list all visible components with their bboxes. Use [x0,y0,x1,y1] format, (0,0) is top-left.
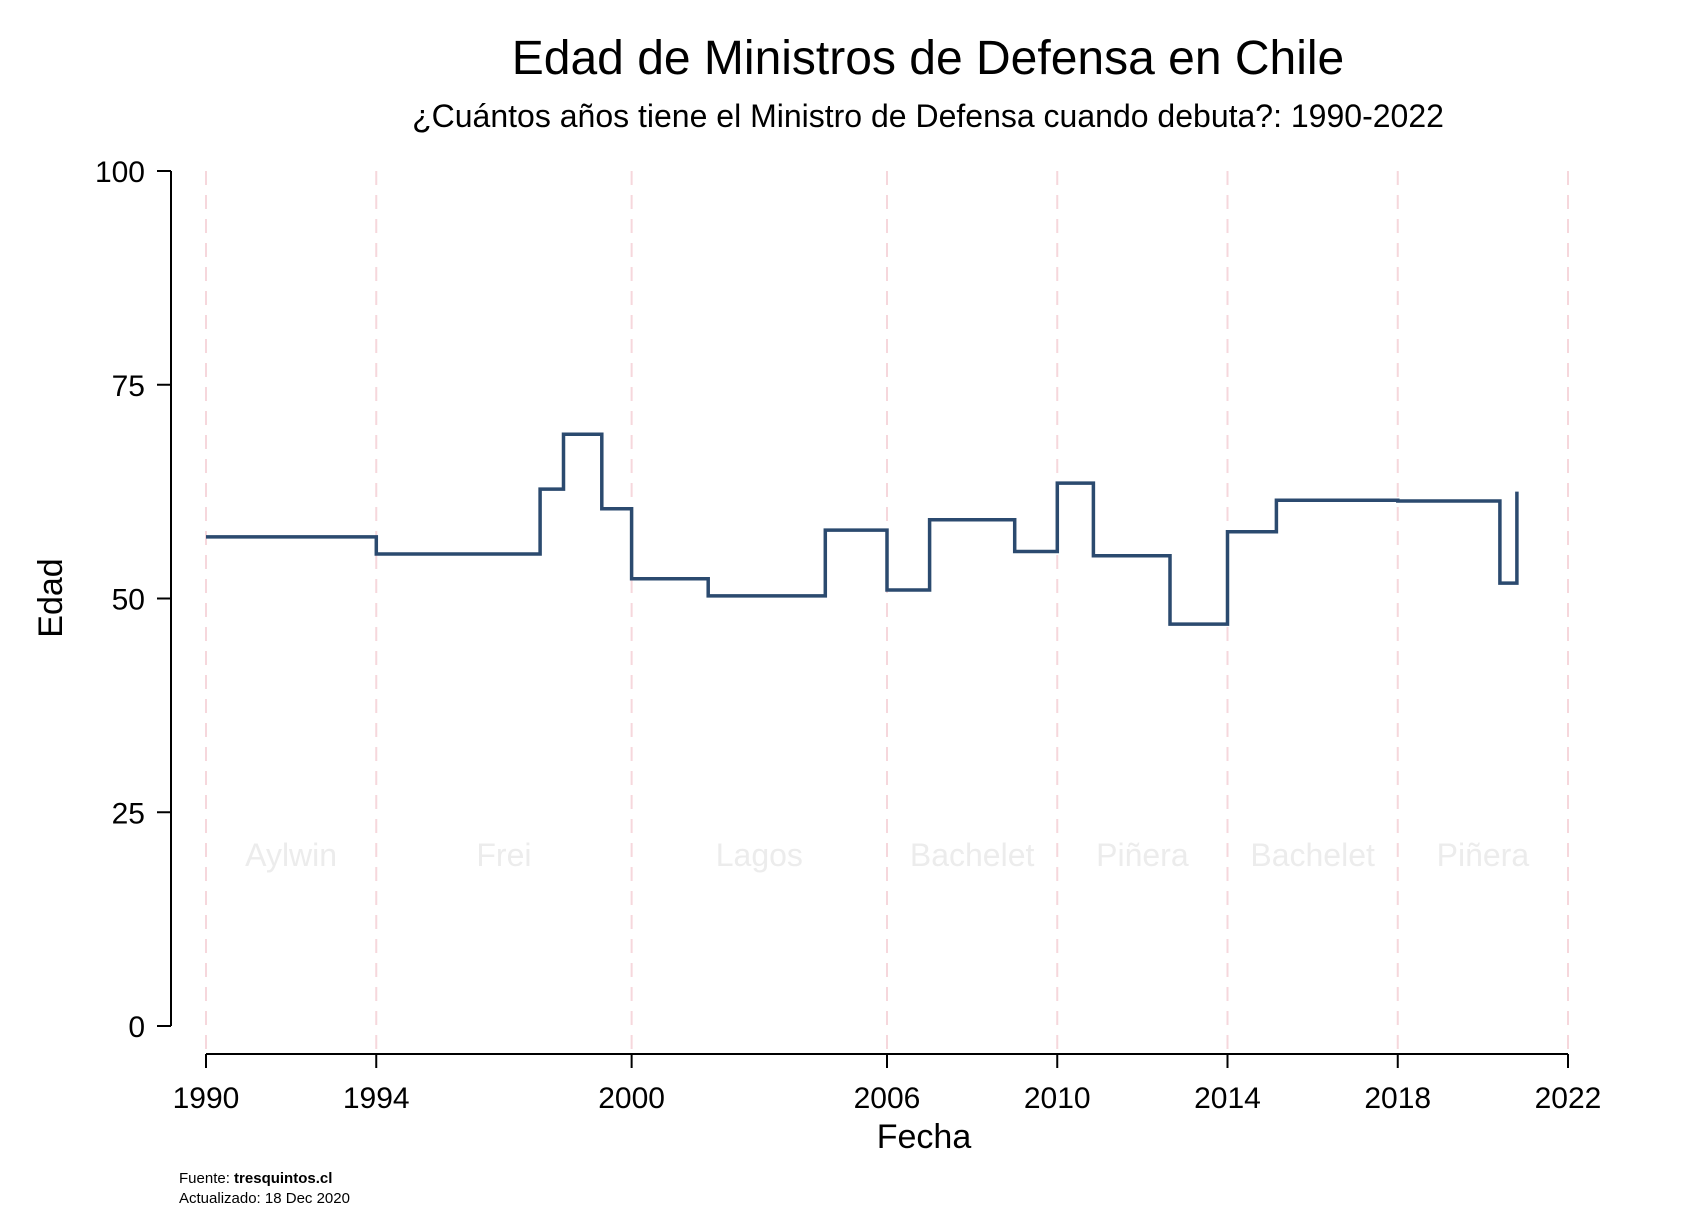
series-line [206,432,1519,626]
period-labels: Aylwin Frei Lagos Bachelet Piñera Bachelet Piñ… [245,837,1529,873]
y-tick-label: 0 [128,1011,145,1044]
period-label: Bachelet [910,837,1035,873]
x-tick-label: 2014 [1194,1082,1261,1115]
source-prefix: Fuente: [179,1170,234,1187]
chart-subtitle: ¿Cuántos años tiene el Ministro de Defen… [412,98,1444,134]
x-tick-label: 1994 [343,1082,410,1115]
y-tick-label: 100 [95,156,145,189]
x-axis: 1990 1994 2000 2006 2010 2014 2018 2022 [173,1053,1602,1115]
source-line: Fuente: tresquintos.cl [179,1170,332,1187]
x-tick-label: 2010 [1024,1082,1091,1115]
period-label: Aylwin [245,837,337,873]
period-label: Piñera [1437,837,1530,873]
period-label: Piñera [1096,837,1189,873]
y-tick-label: 25 [112,797,145,830]
y-tick-label: 50 [112,584,145,617]
y-axis-label: Edad [32,558,70,637]
updated-line: Actualizado: 18 Dec 2020 [179,1190,350,1207]
x-tick-label: 2022 [1535,1082,1602,1115]
x-tick-label: 2000 [598,1082,665,1115]
y-axis: 0 25 50 75 100 [95,156,172,1044]
period-label: Frei [476,837,531,873]
reference-lines [205,171,1569,1054]
x-tick-label: 1990 [173,1082,240,1115]
source-site: tresquintos.cl [234,1170,332,1187]
x-axis-label: Fecha [877,1118,972,1156]
period-label: Bachelet [1250,837,1375,873]
y-tick-label: 75 [112,370,145,403]
x-tick-label: 2018 [1364,1082,1431,1115]
chart-title: Edad de Ministros de Defensa en Chile [512,32,1344,85]
x-tick-label: 2006 [854,1082,921,1115]
period-label: Lagos [716,837,803,873]
